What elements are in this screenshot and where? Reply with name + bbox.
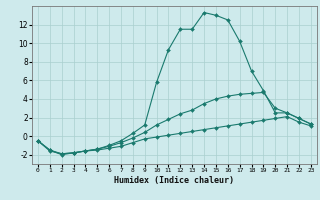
X-axis label: Humidex (Indice chaleur): Humidex (Indice chaleur) <box>115 176 234 185</box>
